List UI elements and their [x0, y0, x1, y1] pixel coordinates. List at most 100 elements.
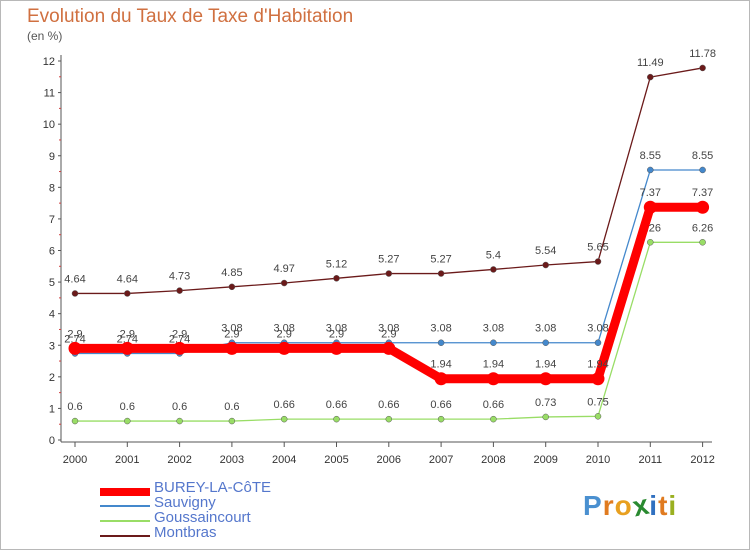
data-point	[333, 275, 340, 282]
data-label: 2.9	[67, 328, 82, 340]
data-label: 1.94	[535, 359, 556, 371]
data-point	[124, 290, 131, 297]
data-point	[542, 413, 549, 421]
data-label: 7.37	[640, 187, 661, 199]
data-label: 4.85	[221, 267, 242, 279]
legend-swatch	[100, 488, 150, 496]
logo-letter: i	[649, 490, 659, 521]
y-tick-label: 9	[49, 151, 55, 163]
data-label: 11.78	[689, 48, 716, 60]
data-point	[539, 372, 553, 386]
data-label: 0.6	[224, 401, 239, 413]
data-point	[594, 258, 602, 265]
data-label: 2.9	[224, 328, 239, 340]
data-label: 5.27	[430, 254, 451, 266]
y-tick-label: 0	[49, 435, 55, 447]
data-label: 3.08	[378, 323, 399, 335]
y-tick-label: 8	[49, 182, 55, 194]
data-label: 5.4	[486, 249, 501, 261]
x-tick-label: 2008	[481, 454, 505, 466]
data-point	[490, 266, 497, 273]
data-point	[542, 261, 549, 269]
data-label: 3.08	[221, 323, 242, 335]
logo-letter: i	[668, 490, 678, 521]
data-label: 2.9	[329, 328, 344, 340]
data-point	[333, 415, 340, 423]
data-point	[120, 341, 134, 355]
data-label: 4.73	[169, 271, 190, 283]
data-point	[437, 415, 445, 423]
data-label: 1.94	[430, 359, 451, 371]
data-label: 5.12	[326, 258, 347, 270]
x-tick-label: 2009	[533, 454, 557, 466]
data-label: 3.08	[587, 323, 608, 335]
x-tick-label: 2001	[115, 454, 139, 466]
x-tick-label: 2005	[324, 454, 348, 466]
data-label: 5.54	[535, 245, 556, 257]
legend-swatch	[100, 520, 150, 522]
data-point	[490, 339, 497, 346]
y-tick-label: 7	[49, 214, 55, 226]
legend-label: Sauvigny	[154, 494, 216, 511]
data-label: 0.73	[535, 397, 556, 409]
data-point	[542, 339, 549, 346]
data-point	[330, 341, 343, 355]
data-label: 0.66	[483, 399, 504, 411]
data-label: 8.55	[692, 150, 713, 162]
y-unit-label: (en %)	[27, 29, 63, 43]
x-tick-label: 2004	[272, 454, 296, 466]
data-label: 0.66	[273, 399, 294, 411]
data-point	[594, 413, 602, 420]
data-label: 11.49	[637, 57, 664, 69]
data-label: 5.27	[378, 254, 399, 266]
y-tick-label: 5	[49, 277, 55, 289]
legend-label: BUREY-LA-CôTE	[154, 479, 271, 496]
data-point	[647, 166, 654, 174]
x-tick-label: 2011	[638, 454, 662, 466]
data-label: 2.74	[117, 333, 138, 345]
logo-letter: t	[658, 490, 669, 521]
legend-swatch	[100, 535, 150, 537]
data-point	[68, 341, 82, 355]
data-point	[699, 239, 706, 246]
legend-label: Montbras	[154, 524, 217, 541]
data-point	[647, 239, 654, 246]
y-tick-label: 12	[43, 56, 55, 68]
y-tick-label: 3	[49, 340, 55, 352]
x-tick-label: 2010	[586, 454, 610, 466]
data-point	[647, 73, 654, 81]
data-label: 2.9	[381, 328, 396, 340]
data-label: 0.66	[378, 399, 399, 411]
data-label: 0.75	[587, 396, 608, 408]
data-label: 2.74	[64, 333, 85, 345]
data-label: 2.74	[169, 333, 190, 345]
data-point	[280, 279, 288, 287]
data-point	[591, 372, 605, 386]
proxiti-logo: Proxiti	[583, 489, 678, 523]
x-tick-label: 2003	[220, 454, 244, 466]
data-point	[228, 417, 236, 425]
x-tick-label: 2006	[377, 454, 401, 466]
y-tick-label: 4	[49, 309, 55, 321]
data-label: 3.08	[326, 323, 347, 335]
data-label: 6.26	[692, 222, 713, 234]
data-point	[225, 341, 239, 355]
data-point	[228, 283, 236, 291]
x-tick-label: 2007	[429, 454, 453, 466]
chart-title: Evolution du Taux de Taxe d'Habitation	[27, 6, 354, 27]
logo-letter: P	[583, 490, 603, 521]
data-label: 2.9	[172, 328, 187, 340]
data-label: 0.6	[172, 401, 187, 413]
data-point	[699, 166, 706, 174]
data-label: 1.94	[483, 359, 504, 371]
data-label: 1.94	[587, 359, 608, 371]
data-point	[594, 339, 602, 346]
data-point	[176, 287, 183, 294]
data-point	[280, 415, 288, 423]
data-point	[437, 339, 445, 346]
data-label: 0.6	[67, 401, 82, 413]
data-point	[382, 341, 396, 355]
logo-letter: o	[614, 490, 633, 521]
logo-letter: r	[602, 490, 615, 521]
